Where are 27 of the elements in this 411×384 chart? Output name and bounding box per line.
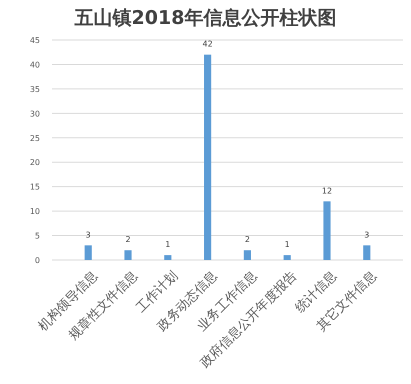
y-tick-label: 5 (34, 232, 40, 241)
bar (244, 250, 251, 260)
y-tick-label: 15 (30, 182, 40, 192)
y-tick-label: 25 (30, 134, 40, 143)
data-label: 12 (322, 186, 332, 196)
y-tick-label: 30 (30, 109, 40, 118)
bar (204, 54, 212, 260)
data-label: 2 (244, 235, 250, 244)
y-tick-label: 20 (30, 158, 40, 168)
bar (323, 201, 331, 260)
data-label: 3 (86, 230, 91, 240)
data-label: 2 (125, 235, 131, 244)
y-tick-label: 35 (30, 84, 40, 94)
y-tick-label: 45 (30, 36, 40, 45)
bar (164, 255, 172, 260)
bar (124, 250, 132, 260)
chart-title: 五山镇2018年信息公开柱状图 (74, 7, 336, 29)
data-label: 3 (364, 230, 370, 240)
y-tick-label: 40 (30, 60, 40, 70)
bar (363, 245, 370, 260)
data-label: 42 (202, 40, 213, 49)
data-label: 1 (284, 240, 290, 250)
bar (84, 245, 92, 260)
y-tick-label: 0 (34, 256, 40, 265)
y-tick-label: 10 (30, 207, 40, 216)
data-label: 1 (165, 240, 170, 250)
bar (284, 255, 291, 260)
